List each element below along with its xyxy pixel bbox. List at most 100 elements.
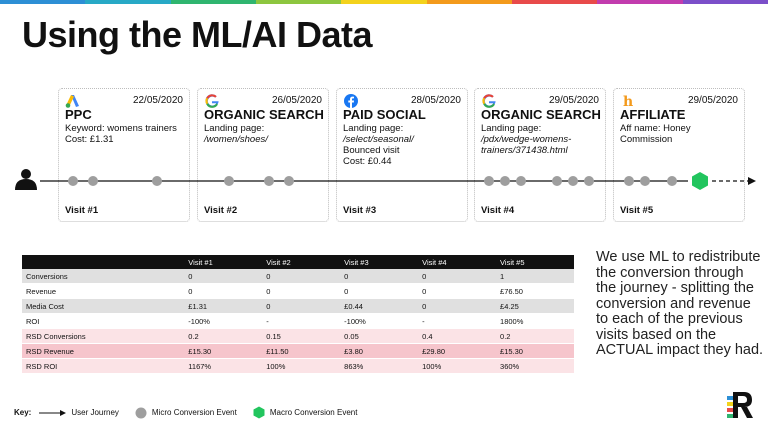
row-label: Conversions	[22, 269, 185, 284]
visit-date: 22/05/2020	[132, 95, 183, 106]
rainbow-segment	[341, 0, 427, 4]
table-cell: 100%	[418, 358, 497, 374]
table-header-cell: Visit #5	[496, 255, 574, 269]
visit-channel: AFFILIATE	[620, 107, 686, 122]
attribution-table: Visit #1 Visit #2 Visit #3 Visit #4 Visit #5…	[22, 255, 574, 374]
row-label: RSD ROI	[22, 358, 185, 374]
table-row: Conversions 0 0 0 0 1	[22, 269, 574, 284]
visit-detail-line: Landing page:	[481, 123, 542, 134]
table-row: RSD ROI 1167% 100% 863% 100% 360%	[22, 358, 574, 374]
table-cell: 0.05	[340, 328, 419, 344]
micro-conversion-dot	[68, 176, 78, 186]
user-icon	[15, 169, 37, 190]
table-cell: 0	[262, 298, 341, 314]
table-header-cell: Visit #1	[184, 255, 263, 269]
row-label: Media Cost	[22, 298, 185, 314]
table-cell: 0	[184, 269, 263, 284]
table-cell: £3.80	[340, 343, 419, 359]
visit-details: Landing page:/select/seasonal/Bounced vi…	[343, 123, 414, 167]
micro-conversion-dot	[624, 176, 634, 186]
visit-card: 28/05/2020 PAID SOCIAL Landing page:/selec…	[336, 88, 468, 222]
visit-date: 29/05/2020	[687, 95, 738, 106]
visit-label: Visit #2	[204, 205, 238, 216]
micro-conversion-dot	[264, 176, 274, 186]
rainbow-segment	[682, 0, 768, 4]
legend-micro: Micro Conversion Event	[135, 407, 237, 419]
table-header-cell	[22, 255, 185, 269]
micro-conversion-dot	[484, 176, 494, 186]
micro-conversion-dot	[552, 176, 562, 186]
table-cell: £0.44	[340, 298, 419, 314]
visit-card: 29/05/2020 ORGANIC SEARCH Landing page:/pd…	[474, 88, 606, 222]
table-cell: 0	[418, 283, 497, 299]
table-cell: 863%	[340, 358, 419, 374]
micro-conversion-dot	[516, 176, 526, 186]
legend-user-journey: User Journey	[39, 408, 119, 417]
visit-detail-line: Keyword: womens trainers	[65, 123, 177, 134]
visit-label: Visit #3	[343, 205, 377, 216]
table-row: ROI -100% - -100% -1800%	[22, 313, 574, 329]
table-cell: 0	[418, 298, 497, 314]
legend-key: Key: User Journey Micro Conversion Event…	[14, 406, 373, 419]
table-cell: £15.30	[496, 343, 574, 359]
visit-label: Visit #1	[65, 205, 99, 216]
visit-detail-line: trainers/371438.html	[481, 145, 568, 156]
table-cell: 0.15	[262, 328, 341, 344]
micro-conversion-dot	[667, 176, 677, 186]
google-ads-icon	[65, 93, 81, 109]
visit-details: Landing page:/pdx/wedge-womens-trainers/…	[481, 123, 571, 156]
table-row: RSD Revenue £15.30 £11.50 £3.80 £29.80 £15.30	[22, 343, 574, 359]
rainbow-bar	[0, 0, 768, 4]
table-cell: £4.25	[496, 298, 574, 314]
rainbow-segment	[255, 0, 342, 4]
green-hexagon-icon	[253, 406, 265, 419]
visit-channel: PAID SOCIAL	[343, 107, 426, 122]
rainbow-segment	[0, 0, 86, 4]
visit-date: 26/05/2020	[271, 95, 322, 106]
table-cell: -100%	[184, 313, 263, 329]
table-cell: 0	[340, 283, 419, 299]
facebook-icon	[343, 93, 359, 109]
table-cell: 0	[418, 269, 497, 284]
table-cell: 100%	[262, 358, 341, 374]
google-icon	[481, 93, 497, 109]
visit-date: 28/05/2020	[410, 95, 461, 106]
micro-conversion-dot	[640, 176, 650, 186]
visit-channel: ORGANIC SEARCH	[481, 107, 601, 122]
visit-detail-line: Bounced visit	[343, 145, 400, 156]
row-label: Revenue	[22, 283, 185, 299]
visit-detail-line: Cost: £1.31	[65, 134, 114, 145]
table-row: RSD Conversions 0.2 0.15 0.05 0.4 0.2	[22, 328, 574, 344]
micro-conversion-dot	[500, 176, 510, 186]
arrow-icon	[39, 409, 67, 416]
table-row: Media Cost £1.31 0 £0.44 0 £4.25	[22, 298, 574, 314]
visit-card: 22/05/2020 PPC Keyword: womens trainers Cos…	[58, 88, 190, 222]
visit-detail-line: Cost: £0.44	[343, 156, 392, 167]
row-label: RSD Conversions	[22, 328, 185, 344]
table-cell: 0	[340, 269, 419, 284]
visit-date: 29/05/2020	[548, 95, 599, 106]
visit-detail-line: /women/shoes/	[204, 134, 268, 145]
visit-label: Visit #5	[620, 205, 654, 216]
table-cell: 1800%	[496, 313, 574, 329]
visit-channel: PPC	[65, 107, 92, 122]
row-label: ROI	[22, 313, 185, 329]
table-cell: £11.50	[262, 343, 341, 359]
visit-card: 26/05/2020 ORGANIC SEARCH Landing page:/wo…	[197, 88, 329, 222]
table-cell: -100%	[340, 313, 419, 329]
micro-conversion-dot	[584, 176, 594, 186]
table-cell: 0	[262, 269, 341, 284]
macro-conversion-hexagon	[692, 172, 708, 190]
rainbow-segment	[597, 0, 683, 4]
micro-conversion-dot	[88, 176, 98, 186]
visit-detail-line: /pdx/wedge-womens-	[481, 134, 572, 145]
micro-conversion-dot	[224, 176, 234, 186]
page-title: Using the ML/AI Data	[22, 14, 373, 55]
table-cell: 0.2	[184, 328, 263, 344]
table-cell: £1.31	[184, 298, 263, 314]
visit-details: Keyword: womens trainers Cost: £1.31	[65, 123, 177, 145]
table-row: Revenue 0 0 0 0 £76.50	[22, 283, 574, 299]
svg-text:h: h	[623, 94, 633, 109]
table-cell: -	[262, 313, 341, 329]
micro-conversion-dot	[568, 176, 578, 186]
